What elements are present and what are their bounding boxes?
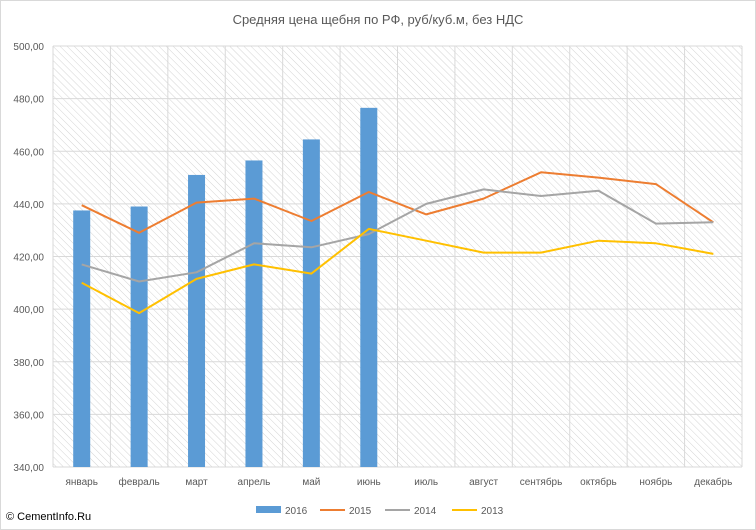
x-tick-label: февраль (118, 476, 159, 488)
x-tick-label: март (185, 477, 208, 488)
x-tick-label: июнь (357, 477, 381, 488)
x-tick-label: июль (414, 477, 438, 488)
x-tick-label: ноябрь (639, 476, 672, 488)
bar-2016 (130, 206, 148, 467)
line-2014 (81, 188, 714, 283)
y-tick-label: 500,00 (13, 42, 44, 53)
line-2013 (81, 227, 714, 315)
y-axis: 340,00 360,00 380,00 400,00 420,00 440,00 460,… (13, 42, 44, 474)
series-lines (81, 171, 714, 315)
x-tick-label: декабрь (694, 476, 732, 488)
y-tick-label: 460,00 (13, 147, 44, 158)
legend-label-2015: 2015 (349, 506, 372, 517)
y-tick-label: 360,00 (13, 410, 44, 421)
legend-label-2014: 2014 (414, 506, 437, 517)
y-tick-label: 480,00 (13, 95, 44, 106)
bar-2016 (73, 210, 91, 467)
y-tick-label: 340,00 (13, 463, 44, 474)
watermark: © CementInfo.Ru (6, 511, 92, 523)
x-axis: январь февраль март апрель май июнь июль август… (65, 476, 732, 488)
bar-2016 (245, 160, 263, 467)
x-tick-label: январь (65, 477, 97, 488)
bar-2016 (188, 174, 206, 467)
x-tick-label: сентябрь (520, 476, 563, 488)
x-tick-label: апрель (238, 477, 271, 488)
x-tick-label: май (302, 477, 320, 488)
series-2016-bars (73, 107, 378, 468)
x-tick-label: август (469, 477, 498, 488)
legend-label-2013: 2013 (481, 506, 504, 517)
legend: 2016 2015 2014 2013 (256, 506, 504, 517)
y-tick-label: 400,00 (13, 305, 44, 316)
x-tick-label: октябрь (580, 476, 617, 488)
y-tick-label: 380,00 (13, 358, 44, 369)
bar-2016 (360, 107, 378, 467)
y-tick-label: 420,00 (13, 253, 44, 264)
legend-label-2016: 2016 (285, 506, 308, 517)
line-2015 (81, 171, 714, 234)
legend-swatch-2016 (256, 506, 281, 513)
gridlines (52, 45, 743, 468)
bar-2016 (302, 139, 320, 468)
chart-title: Средняя цена щебня по РФ, руб/куб.м, без… (232, 12, 524, 27)
y-tick-label: 440,00 (13, 200, 44, 211)
